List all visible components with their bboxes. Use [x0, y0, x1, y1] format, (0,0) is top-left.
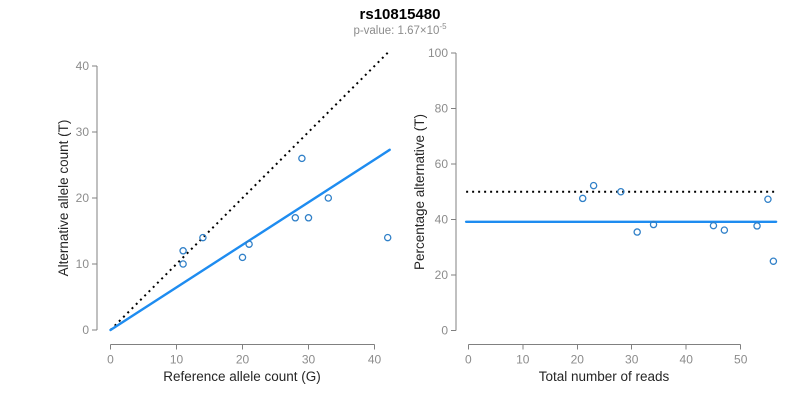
data-point — [589, 181, 598, 190]
x-tick-label: 20 — [571, 353, 585, 367]
data-point — [753, 222, 761, 230]
data-point — [720, 226, 729, 234]
y-tick-label: 0 — [82, 323, 89, 337]
identity-line — [109, 52, 389, 331]
data-point — [298, 154, 306, 163]
data-point — [179, 260, 187, 268]
data-point — [291, 214, 300, 222]
x-tick-label: 20 — [236, 353, 250, 367]
x-tick-label: 40 — [680, 353, 694, 367]
x-tick-label: 10 — [170, 353, 184, 367]
right-y-axis-title: Percentage alternative (T) — [412, 114, 427, 270]
data-point — [199, 233, 207, 242]
data-point — [617, 187, 625, 196]
y-tick-label: 10 — [76, 257, 90, 271]
y-tick-label: 100 — [428, 46, 448, 60]
x-tick-label: 0 — [107, 353, 114, 367]
data-point — [769, 257, 778, 265]
x-tick-label: 40 — [368, 353, 382, 367]
y-tick-label: 40 — [435, 213, 449, 227]
data-point — [179, 247, 187, 255]
x-tick-label: 30 — [302, 353, 316, 367]
right-scatter-panel: 0 20 40 60 80 100 0 10 20 30 40 50 — [428, 46, 778, 367]
data-point — [324, 194, 333, 202]
x-tick-label: 0 — [465, 353, 472, 367]
data-point — [383, 233, 392, 242]
x-tick-label: 10 — [516, 353, 530, 367]
x-tick-label: 50 — [734, 353, 748, 367]
y-tick-label: 20 — [76, 191, 90, 205]
y-tick-label: 20 — [435, 268, 449, 282]
data-point — [304, 214, 313, 222]
data-point — [709, 221, 718, 230]
y-tick-label: 80 — [435, 101, 449, 115]
x-tick-label: 30 — [625, 353, 639, 367]
data-point — [578, 194, 587, 203]
left-y-axis-title: Alternative allele count (T) — [56, 120, 71, 277]
y-tick-label: 0 — [441, 324, 448, 338]
data-point — [238, 253, 247, 262]
data-point — [649, 220, 658, 229]
data-point — [764, 195, 772, 204]
fitted-proportion-line — [109, 148, 391, 332]
data-point — [633, 228, 641, 236]
data-point — [245, 240, 253, 248]
left-x-axis-title: Reference allele count (G) — [163, 369, 321, 384]
y-tick-label: 60 — [435, 157, 449, 171]
right-x-axis-title: Total number of reads — [539, 369, 670, 384]
y-tick-label: 30 — [76, 125, 90, 139]
left-scatter-panel: 0 10 20 30 40 0 10 20 30 40 — [76, 52, 392, 367]
y-tick-label: 40 — [76, 59, 90, 73]
